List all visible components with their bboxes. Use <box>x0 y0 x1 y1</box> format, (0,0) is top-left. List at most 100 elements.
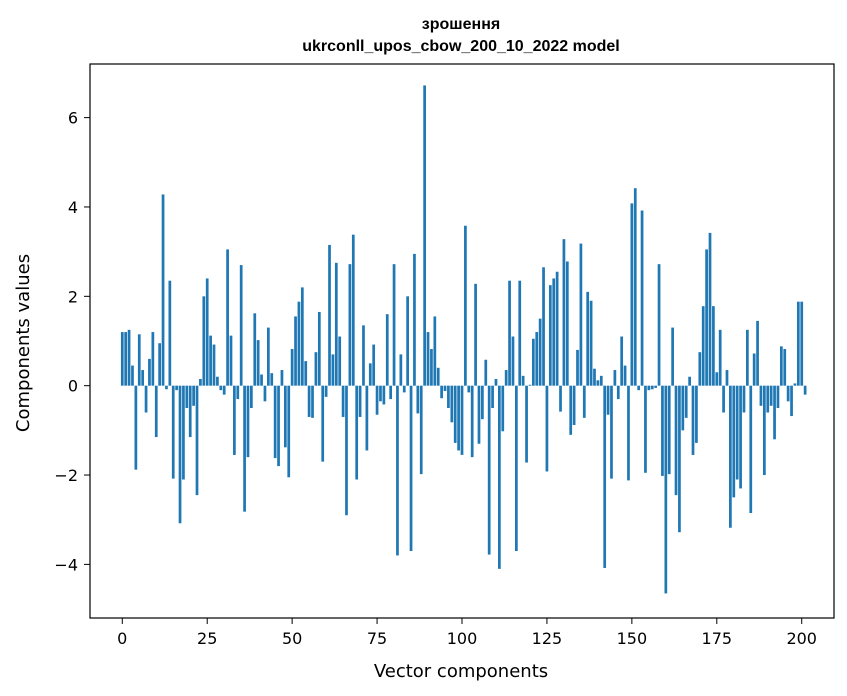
bar <box>294 316 297 386</box>
bar <box>406 296 409 386</box>
bar <box>715 372 719 386</box>
bar <box>124 332 128 386</box>
bar <box>379 385 382 402</box>
bar <box>508 280 511 386</box>
x-tick-label: 100 <box>447 629 478 648</box>
bar <box>270 373 274 386</box>
bar <box>623 365 627 386</box>
bar <box>644 385 647 473</box>
bar <box>409 385 413 551</box>
bar <box>484 359 488 386</box>
bar <box>168 280 172 386</box>
bar <box>603 385 607 568</box>
bar <box>498 385 501 569</box>
bar <box>515 385 518 551</box>
bar <box>267 327 270 386</box>
bar <box>399 354 403 386</box>
bar <box>776 385 780 409</box>
bar <box>783 349 787 386</box>
bar <box>226 249 229 386</box>
bar <box>165 385 168 390</box>
bar <box>199 378 202 386</box>
bar <box>192 385 195 406</box>
bar <box>205 278 209 386</box>
bar <box>127 329 131 386</box>
bar <box>236 385 240 400</box>
bar <box>521 375 525 386</box>
bar <box>725 370 729 386</box>
bar <box>674 385 678 496</box>
bar <box>735 385 739 480</box>
bar <box>572 385 576 425</box>
bar <box>569 385 573 435</box>
bar <box>158 343 161 386</box>
y-axis-label: Components values <box>13 254 34 432</box>
bar <box>576 349 579 386</box>
bar <box>171 385 175 479</box>
bar <box>766 385 770 413</box>
bar <box>494 378 498 386</box>
bar <box>579 243 583 386</box>
x-tick-label: 200 <box>786 629 817 648</box>
bar <box>596 380 600 386</box>
bar <box>351 234 355 386</box>
bar <box>154 385 158 438</box>
bar <box>773 385 776 440</box>
bar <box>433 316 437 386</box>
bar <box>334 262 338 386</box>
bar <box>698 352 702 386</box>
bar <box>630 203 634 386</box>
bar <box>637 385 641 391</box>
y-tick-label: 6 <box>68 109 78 128</box>
bar <box>555 271 559 386</box>
bar <box>691 385 695 455</box>
bar <box>531 338 535 386</box>
bar <box>283 385 287 448</box>
bar <box>324 385 328 397</box>
bar <box>436 367 440 386</box>
bar <box>328 244 331 386</box>
bar <box>763 385 766 476</box>
x-tick-label: 125 <box>532 629 563 648</box>
bar-series <box>120 85 807 594</box>
bar <box>793 383 797 386</box>
bar <box>667 385 671 475</box>
bar <box>460 385 464 455</box>
bar <box>504 370 508 386</box>
bar <box>263 385 267 402</box>
bar <box>616 385 620 400</box>
bar <box>688 376 691 386</box>
chart-title-line-2: ukrconll_upos_cbow_200_10_2022 model <box>302 38 619 55</box>
bar <box>389 385 393 400</box>
bar <box>331 354 335 386</box>
x-axis-label: Vector components <box>374 661 548 682</box>
bar <box>134 385 138 470</box>
bar <box>453 385 457 443</box>
bar <box>657 264 661 386</box>
bar <box>481 385 484 420</box>
bar <box>120 332 124 386</box>
bar <box>518 280 522 386</box>
x-tick-label: 25 <box>197 629 217 648</box>
bar <box>712 306 715 386</box>
y-tick-label: −2 <box>54 466 78 485</box>
bar <box>511 336 515 386</box>
bar <box>416 385 420 414</box>
y-tick-label: 0 <box>68 377 78 396</box>
bar <box>739 385 742 489</box>
bar <box>290 349 294 386</box>
bar <box>195 385 199 496</box>
bar <box>141 370 145 386</box>
bar <box>528 384 532 386</box>
bar <box>647 385 651 391</box>
bar <box>732 385 736 498</box>
bar <box>633 188 637 386</box>
bar <box>708 232 712 386</box>
bar <box>148 358 151 386</box>
bar <box>202 296 206 386</box>
bar <box>450 385 454 423</box>
bar <box>300 287 304 386</box>
bar <box>487 385 491 555</box>
bar <box>752 353 756 386</box>
bar <box>277 385 280 467</box>
